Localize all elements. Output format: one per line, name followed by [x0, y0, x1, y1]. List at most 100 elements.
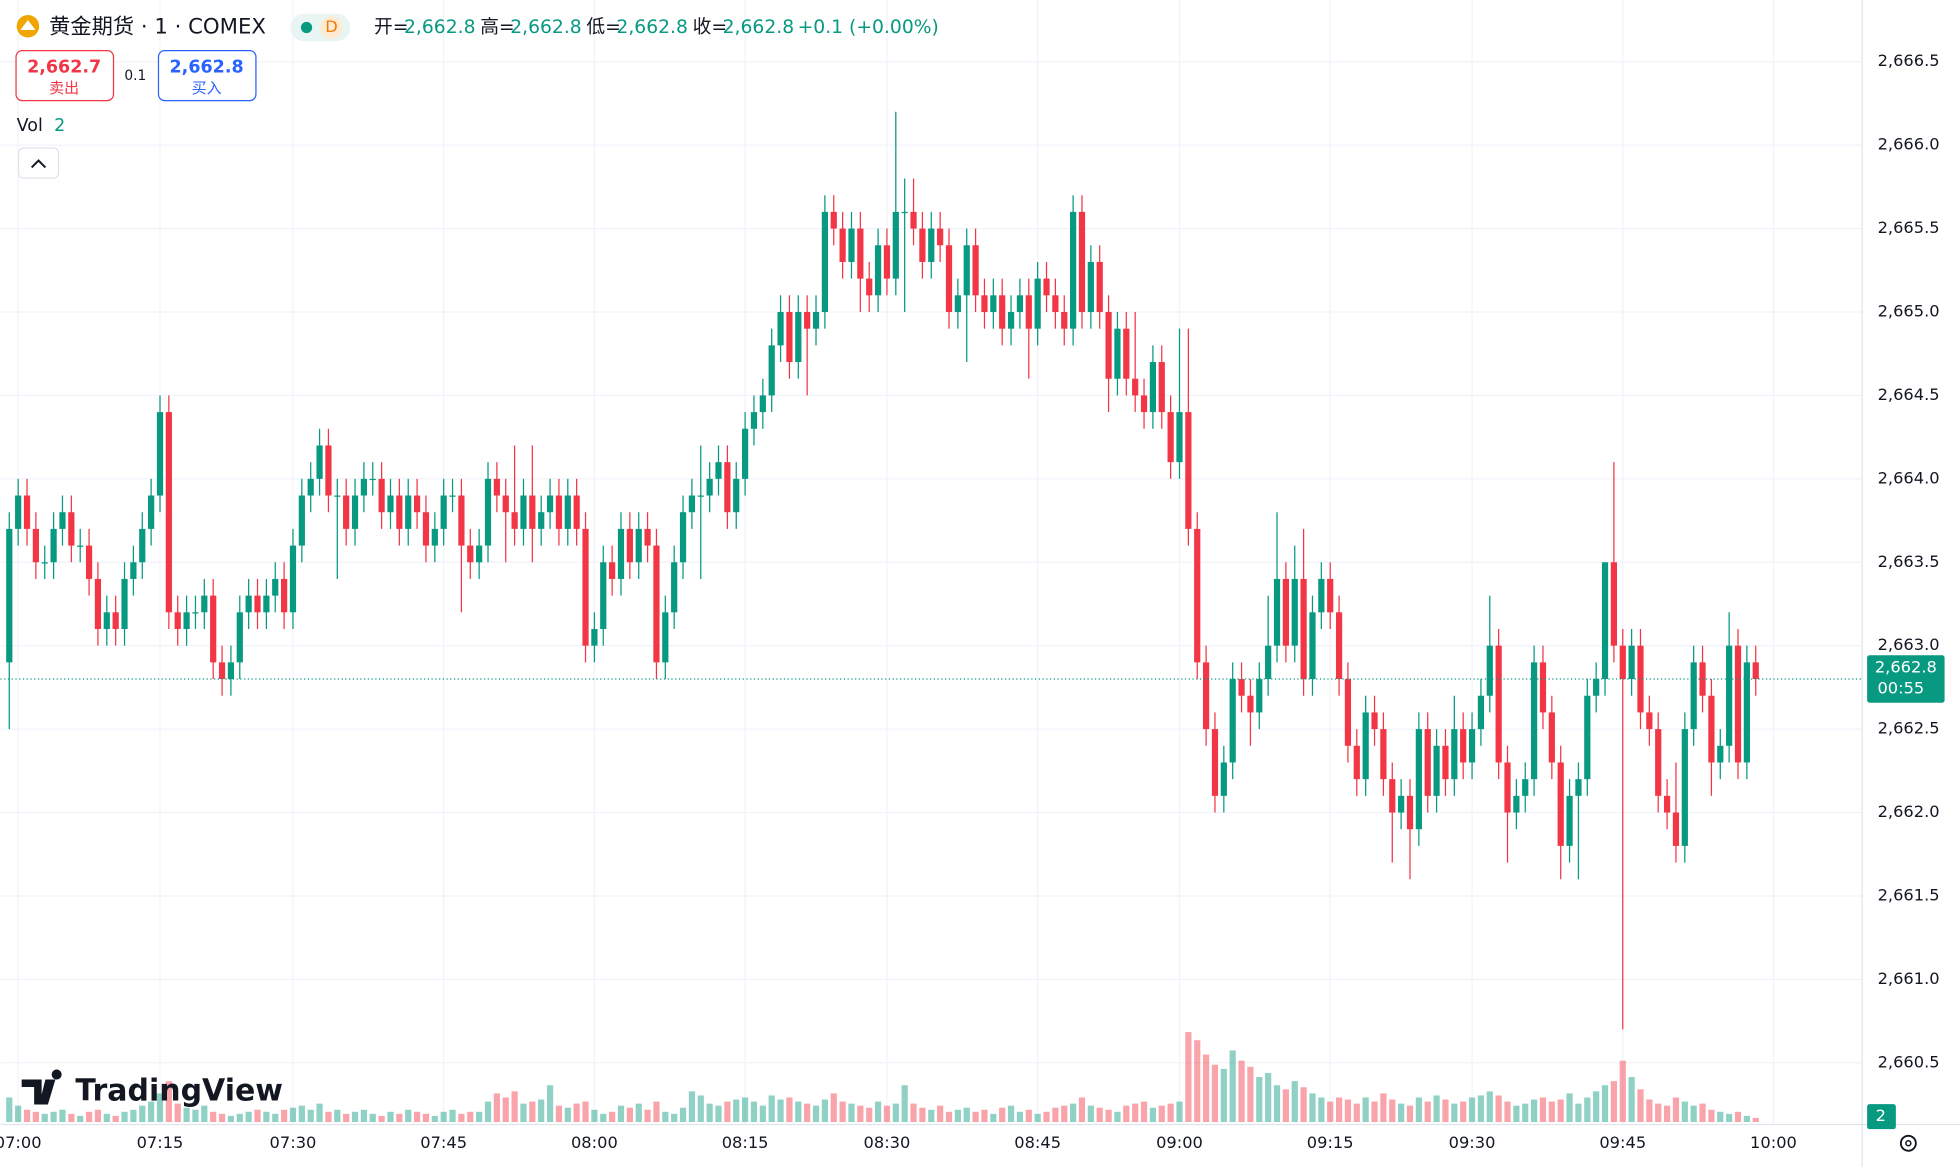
symbol-title[interactable]: 黄金期货 · 1 · COMEX: [49, 14, 266, 39]
volume-bar: [343, 1113, 350, 1123]
volume-bar: [59, 1109, 66, 1123]
volume-bar: [1610, 1081, 1617, 1123]
volume-bar: [1273, 1085, 1281, 1123]
candle-body: [1398, 795, 1405, 813]
candle-body: [1655, 729, 1662, 796]
candle-body: [1265, 645, 1272, 680]
candle-body: [1078, 211, 1086, 312]
candle-body: [910, 211, 917, 229]
candle-body: [298, 495, 305, 546]
volume-bar: [1690, 1105, 1697, 1123]
candle-body: [1061, 311, 1068, 329]
volume-bar: [1619, 1060, 1626, 1123]
volume-bar: [1451, 1103, 1458, 1123]
candle-body: [360, 478, 367, 496]
logo-text: TradingView: [75, 1074, 283, 1109]
x-tick-label: 08:15: [722, 1133, 769, 1152]
countdown-label: 00:55: [1877, 679, 1924, 698]
candle-body: [848, 228, 855, 262]
candle-body: [174, 612, 181, 629]
candle-body: [210, 595, 217, 663]
x-tick-label: 09:30: [1449, 1133, 1496, 1152]
volume-bar: [298, 1105, 305, 1123]
volume-bar: [1158, 1105, 1165, 1123]
sell-button[interactable]: [15, 49, 115, 102]
candle-body: [1601, 562, 1609, 680]
candle-body: [768, 345, 775, 396]
volume-bar: [1265, 1072, 1272, 1123]
volume-bar: [1149, 1107, 1157, 1123]
volume-bar: [1043, 1111, 1050, 1123]
buy-price: 2,662.8: [170, 57, 244, 77]
candle-body: [1389, 779, 1396, 813]
volume-bar: [1468, 1097, 1476, 1123]
volume-bar: [1344, 1099, 1352, 1123]
candle-body: [866, 278, 873, 296]
volume-bar: [812, 1105, 820, 1123]
y-tick-label: 2,666.0: [1878, 135, 1940, 154]
buy-button[interactable]: [157, 49, 257, 102]
volume-bar: [1601, 1085, 1609, 1123]
candle-body: [1158, 362, 1165, 413]
candle-body: [1176, 412, 1183, 463]
candle-body: [1406, 795, 1414, 830]
candle-body: [1610, 562, 1617, 646]
candle-body: [546, 495, 554, 513]
volume-bar: [520, 1103, 527, 1123]
candle-body: [1717, 745, 1724, 763]
volume-bar: [1433, 1095, 1440, 1123]
volume-bar: [387, 1111, 394, 1123]
logo-mark: [21, 1069, 62, 1105]
volume-bar: [360, 1109, 367, 1123]
volume-bar: [1460, 1101, 1467, 1123]
axes: 2,660.5 2,661.0 2,661.5 2,662.0 2,662.5 2,663…: [0, 51, 1945, 1152]
y-tick-label: 2,664.5: [1878, 385, 1940, 404]
volume-bar: [449, 1109, 456, 1123]
candle-body: [1442, 745, 1449, 780]
candle-body: [529, 495, 536, 529]
candle-body: [1229, 679, 1236, 763]
buy-label: 买入: [192, 79, 222, 97]
volume-bar: [50, 1111, 57, 1123]
candle-body: [954, 295, 961, 312]
volume-bar: [1202, 1054, 1210, 1123]
settings-icon[interactable]: [1899, 1134, 1917, 1152]
volume-bar: [1309, 1093, 1316, 1123]
candle-body: [1486, 645, 1493, 696]
ohlc-label: 高=: [480, 17, 514, 38]
volume-bar: [1584, 1097, 1591, 1123]
candle-body: [901, 211, 908, 214]
volume-bar: [1548, 1101, 1555, 1123]
candle-body: [1495, 645, 1502, 763]
volume-bar: [236, 1113, 243, 1123]
candle-body: [635, 528, 642, 563]
volume-bar: [1034, 1113, 1041, 1123]
candle-body: [1273, 578, 1281, 646]
spread: 0.1: [124, 68, 146, 84]
volume-bar: [1406, 1105, 1414, 1123]
candle-body: [245, 595, 252, 613]
volume-legend-label: Vol: [17, 116, 43, 136]
volume-bar: [715, 1105, 722, 1123]
candle-body: [1415, 729, 1422, 830]
candle-body: [1256, 679, 1263, 713]
candle-body: [609, 562, 616, 579]
candle-body: [795, 311, 802, 363]
candle-body: [1282, 578, 1289, 646]
ohlc-label: 低=: [586, 17, 620, 38]
volume-bar: [945, 1111, 953, 1123]
volume-bar: [103, 1113, 110, 1123]
volume-bar: [1176, 1101, 1183, 1123]
volume-bar: [795, 1101, 802, 1123]
volume-bar: [1123, 1105, 1130, 1123]
ohlc-value: 2,662.8: [404, 17, 476, 38]
volume-bar: [954, 1109, 961, 1123]
volume-bar: [1424, 1101, 1431, 1123]
candle-body: [1052, 295, 1059, 312]
candle-body: [724, 462, 731, 513]
volume-bar: [644, 1109, 651, 1123]
candle-body: [1132, 378, 1139, 396]
candle-body: [1123, 328, 1130, 379]
candle-body: [77, 545, 84, 547]
collapse-button[interactable]: [17, 147, 60, 179]
